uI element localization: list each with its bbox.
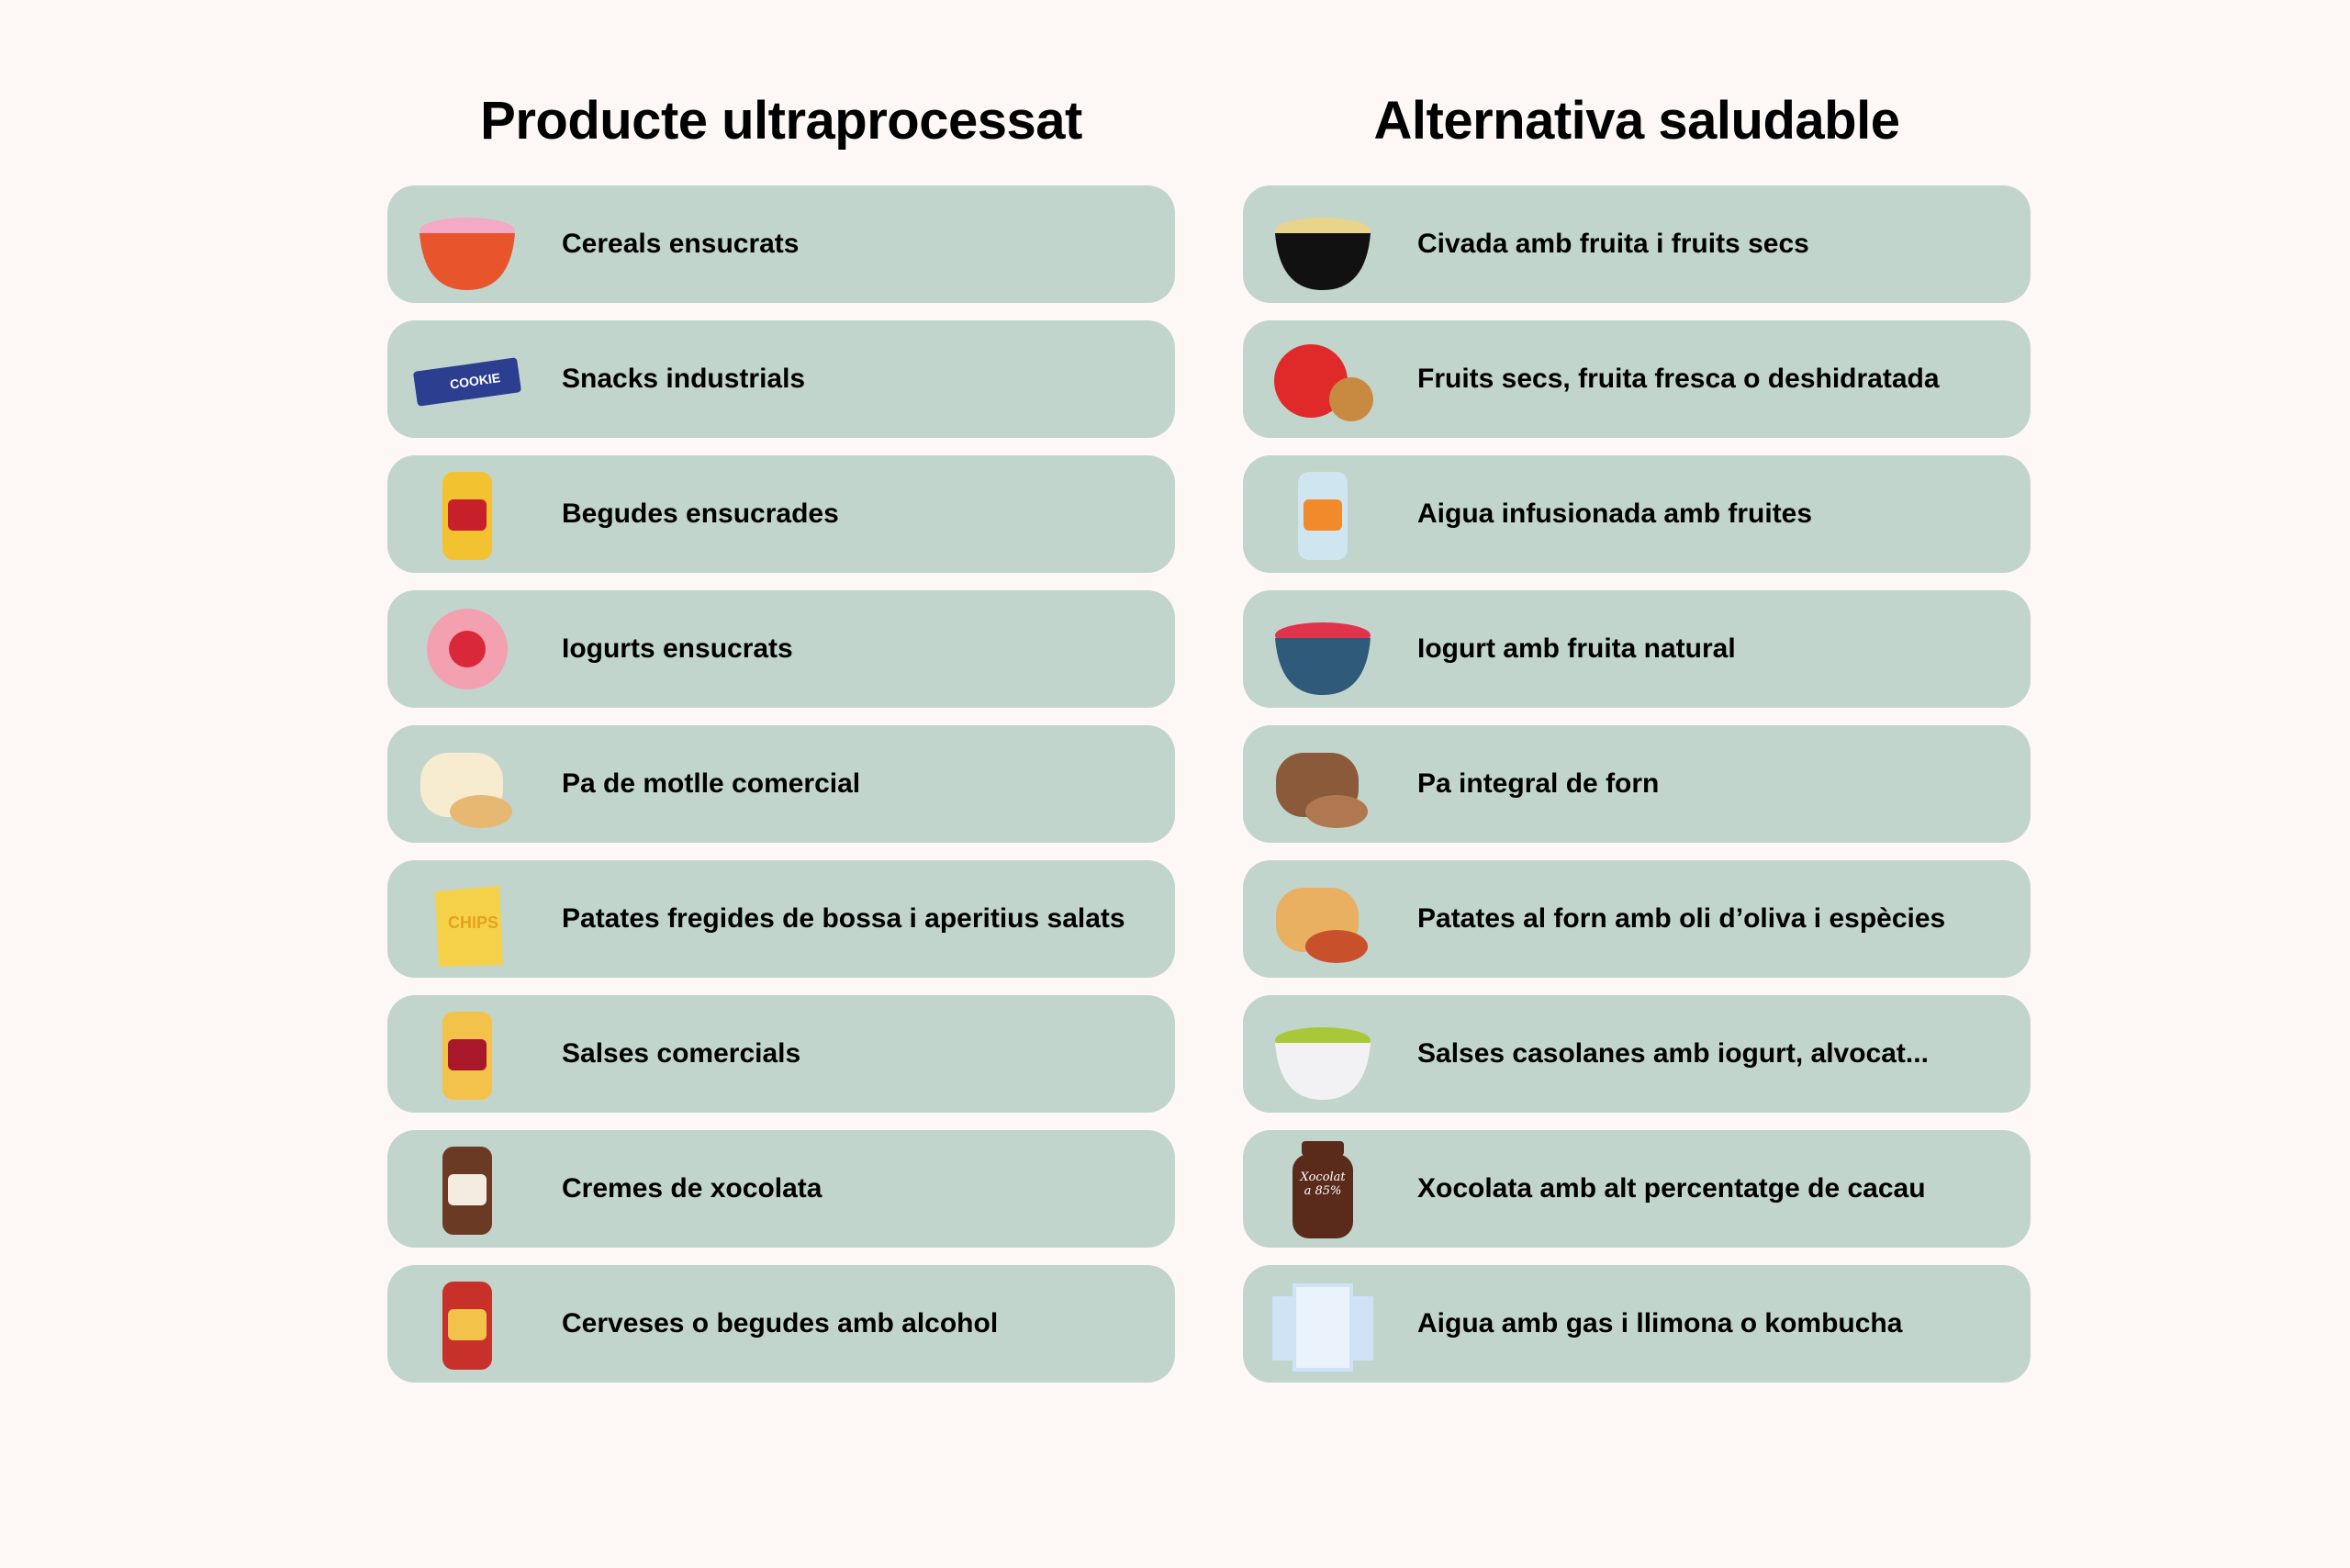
food-card: Pa integral de forn bbox=[1243, 725, 2031, 843]
food-card: Pa de motlle comercial bbox=[387, 725, 1175, 843]
beer-can-icon bbox=[408, 1269, 527, 1379]
sliced-bread-icon bbox=[408, 729, 527, 839]
food-card: Cremes de xocolata bbox=[387, 1130, 1175, 1248]
food-card-label: Begudes ensucrades bbox=[562, 498, 839, 529]
food-card-label: Fruits secs, fruita fresca o deshidratad… bbox=[1417, 364, 1940, 394]
dark-chocolate-jar-icon: Xocolata 85% bbox=[1263, 1134, 1382, 1244]
food-card-label: Salses casolanes amb iogurt, alvocat... bbox=[1417, 1038, 1929, 1069]
food-card-label: Iogurts ensucrats bbox=[562, 633, 793, 664]
food-card-label: Aigua amb gas i llimona o kombucha bbox=[1417, 1308, 1903, 1338]
food-card: Cereals ensucrats bbox=[387, 185, 1175, 303]
sauce-bottles-icon bbox=[408, 999, 527, 1109]
svg-text:COOKIE: COOKIE bbox=[449, 370, 501, 392]
food-card: Iogurts ensucrats bbox=[387, 590, 1175, 708]
ultraprocessed-title: Producte ultraprocessat bbox=[480, 91, 1082, 151]
food-card: Cerveses o begudes amb alcohol bbox=[387, 1265, 1175, 1383]
jar-label-text: Xocolata 85% bbox=[1300, 1170, 1346, 1198]
food-card-label: Cerveses o begudes amb alcohol bbox=[562, 1308, 999, 1338]
cereal-bowl-icon bbox=[408, 189, 527, 299]
infused-water-bottle-icon bbox=[1263, 459, 1382, 569]
guacamole-bowl-icon bbox=[1263, 999, 1382, 1109]
food-card-label: Cremes de xocolata bbox=[562, 1173, 822, 1204]
food-card: Aigua infusionada amb fruites bbox=[1243, 455, 2031, 573]
food-card: Iogurt amb fruita natural bbox=[1243, 590, 2031, 708]
food-card-label: Xocolata amb alt percentatge de cacau bbox=[1417, 1173, 1926, 1204]
soda-cans-icon bbox=[408, 459, 527, 569]
food-card-label: Civada amb fruita i fruits secs bbox=[1417, 229, 1809, 259]
food-card-label: Pa de motlle comercial bbox=[562, 768, 861, 799]
svg-text:CHIPS: CHIPS bbox=[448, 913, 498, 932]
yogurt-fruit-bowl-icon bbox=[1263, 594, 1382, 704]
healthy-alternative-title: Alternativa saludable bbox=[1373, 91, 1900, 151]
strawberry-yogurt-icon bbox=[408, 594, 527, 704]
food-card: Civada amb fruita i fruits secs bbox=[1243, 185, 2031, 303]
food-card-label: Iogurt amb fruita natural bbox=[1417, 633, 1736, 664]
food-card-label: Cereals ensucrats bbox=[562, 229, 800, 259]
food-card-label: Patates al forn amb oli d’oliva i espèci… bbox=[1417, 903, 1946, 934]
food-card: Xocolata 85% Xocolata amb alt percentatge… bbox=[1243, 1130, 2031, 1248]
cookie-bar-icon: COOKIE bbox=[408, 324, 527, 434]
chips-bag-icon: CHIPS bbox=[408, 864, 527, 974]
food-card: Fruits secs, fruita fresca o deshidratad… bbox=[1243, 320, 2031, 438]
potatoes-spice-icon bbox=[1263, 864, 1382, 974]
food-card: Patates al forn amb oli d’oliva i espèci… bbox=[1243, 860, 2031, 978]
food-card: Salses casolanes amb iogurt, alvocat... bbox=[1243, 995, 2031, 1113]
food-card: Begudes ensucrades bbox=[387, 455, 1175, 573]
oatmeal-bowl-icon bbox=[1263, 189, 1382, 299]
apple-walnut-icon bbox=[1263, 324, 1382, 434]
food-card-label: Salses comercials bbox=[562, 1038, 801, 1069]
food-card: Aigua amb gas i llimona o kombucha bbox=[1243, 1265, 2031, 1383]
food-card: Salses comercials bbox=[387, 995, 1175, 1113]
food-card-label: Pa integral de forn bbox=[1417, 768, 1660, 799]
sparkling-water-glasses-icon bbox=[1263, 1269, 1382, 1379]
food-card: COOKIE Snacks industrials bbox=[387, 320, 1175, 438]
wholegrain-bread-icon bbox=[1263, 729, 1382, 839]
food-card: CHIPS Patates fregides de bossa i aperiti… bbox=[387, 860, 1175, 978]
chocolate-spread-jar-icon bbox=[408, 1134, 527, 1244]
food-card-label: Patates fregides de bossa i aperitius sa… bbox=[562, 903, 1125, 934]
food-card-label: Snacks industrials bbox=[562, 364, 806, 394]
food-card-label: Aigua infusionada amb fruites bbox=[1417, 498, 1813, 529]
